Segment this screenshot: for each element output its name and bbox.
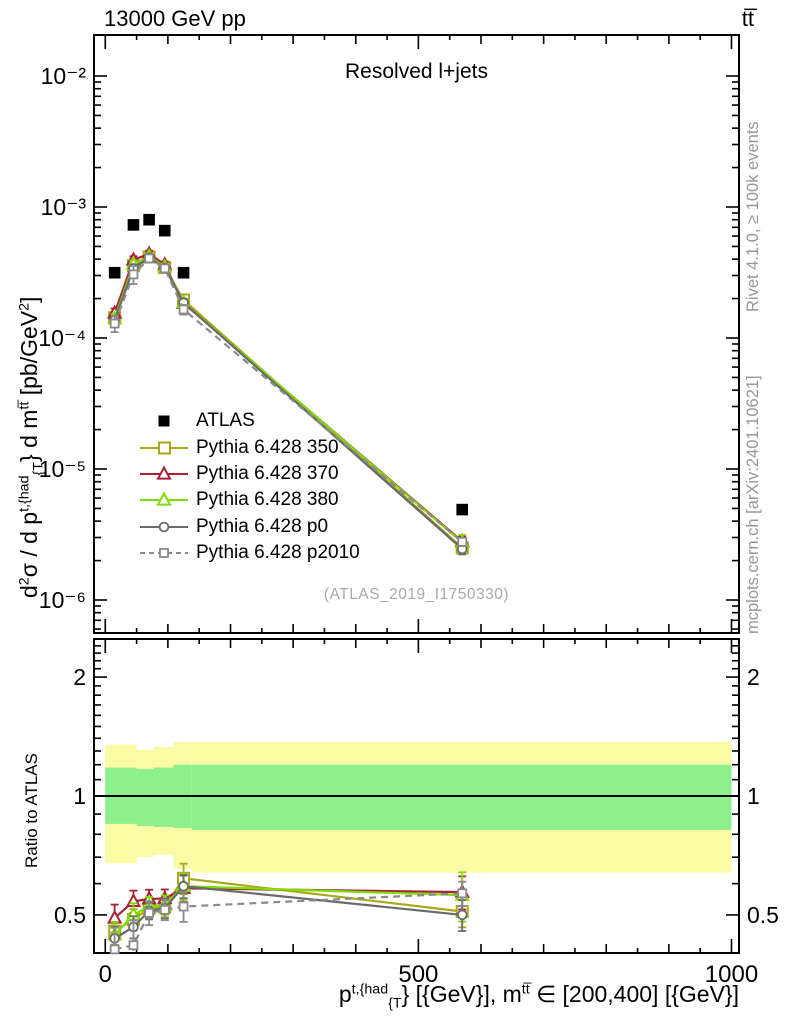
legend-marker-icon — [140, 548, 188, 559]
y-tick-label: 10⁻³ — [41, 194, 87, 220]
legend-label: Pythia 6.428 p0 — [196, 515, 329, 537]
uncertainty-band-inner — [153, 767, 174, 827]
legend-marker-icon — [140, 465, 188, 480]
legend-item: Pythia 6.428 p2010 — [140, 540, 360, 566]
legend-label: Pythia 6.428 350 — [196, 436, 339, 458]
ratio-tick-label-left: 0.5 — [54, 902, 86, 928]
beam-energy-title: 13000 GeV pp — [104, 6, 246, 31]
axis-title-fragment: ] — [16, 296, 42, 303]
axis-title-fragment: 2 — [16, 577, 33, 586]
legend-label: Pythia 6.428 p2010 — [196, 542, 360, 564]
analysis-watermark: (ATLAS_2019_I1750330) — [323, 586, 510, 603]
axis-title-fragment: t,{had — [351, 981, 389, 998]
y-tick-label: 10⁻² — [41, 63, 87, 89]
axis-title-fragment: [pb/GeV — [16, 310, 42, 402]
ratio-tick-label-left: 2 — [73, 664, 86, 690]
ratio-tick-label-right: 0.5 — [747, 902, 779, 928]
axis-title-fragment: t,{had — [16, 475, 33, 512]
mcplots-note: mcplots.cern.ch [arXiv:2401.10621] — [744, 375, 762, 634]
legend-marker-icon — [140, 521, 188, 533]
legend-label: Pythia 6.428 380 — [196, 489, 339, 511]
process-title: tt̅ — [741, 6, 754, 31]
data-point-marker — [177, 266, 190, 279]
axis-title-fragment: tt̅ — [521, 981, 530, 998]
data-point-marker — [127, 219, 140, 231]
axis-title-fragment: {T — [388, 995, 402, 1012]
data-point-marker — [159, 263, 170, 274]
data-point-marker — [456, 909, 468, 921]
data-point-marker — [144, 907, 155, 918]
axis-title-fragment: d — [16, 585, 42, 598]
legend-label: Pythia 6.428 370 — [196, 462, 339, 484]
axis-title-fragment: } d m — [16, 409, 42, 462]
y-tick-label: 10⁻⁴ — [38, 325, 86, 351]
y-axis-title: d2σ / d pt,{had{T} d mtt̅ [pb/GeV2] — [16, 23, 47, 598]
legend-item: ATLAS — [140, 408, 360, 434]
axis-title-fragment: {T — [30, 462, 47, 476]
data-point-marker — [143, 213, 155, 226]
data-point-marker — [457, 888, 468, 899]
ratio-tick-label-right: 2 — [747, 664, 760, 690]
data-point-marker — [178, 304, 189, 315]
data-point-marker — [128, 940, 139, 951]
data-point-marker — [144, 253, 155, 264]
ratio-tick-label-left: 1 — [73, 783, 86, 809]
data-point-marker — [128, 269, 139, 280]
x-axis-title: pt,{had{T} [{GeV}], mtt̅ ∈ [200,400] [{G… — [200, 981, 739, 1012]
legend-marker-icon — [140, 491, 188, 506]
ratio-y-axis-title: Ratio to ATLAS — [22, 753, 41, 868]
data-point-marker — [109, 318, 120, 329]
legend-label: ATLAS — [196, 410, 255, 432]
axis-title-fragment: 2 — [16, 302, 33, 311]
legend-item: Pythia 6.428 370 — [140, 461, 360, 487]
ratio-tick-label-right: 1 — [747, 783, 760, 809]
data-point-marker — [457, 536, 468, 547]
uncertainty-band-inner — [191, 764, 732, 831]
axis-title-fragment: tt̅ — [16, 401, 33, 410]
data-point-marker — [108, 266, 121, 279]
x-tick-label: 0 — [99, 961, 112, 988]
axis-title-fragment: σ / d p — [16, 511, 42, 578]
data-point-marker — [178, 901, 189, 912]
legend-item: Pythia 6.428 380 — [140, 487, 360, 513]
data-point-marker — [158, 224, 171, 237]
uncertainty-band-inner — [136, 769, 154, 826]
data-point-marker — [109, 944, 120, 955]
rivet-version-note: Rivet 4.1.0, ≥ 100k events — [744, 121, 762, 312]
legend-marker-icon — [140, 441, 188, 455]
data-point-marker — [456, 503, 469, 516]
x-tick-label: 500 — [398, 961, 438, 988]
legend-marker-icon — [158, 415, 170, 427]
series-line — [113, 257, 463, 543]
legend-item: Pythia 6.428 p0 — [140, 514, 360, 540]
data-point-marker — [178, 880, 189, 892]
plot-title: Resolved l+jets — [345, 60, 488, 83]
y-tick-label: 10⁻⁶ — [39, 587, 86, 613]
axis-title-fragment: ∈ [200,400] [{GeV}] — [529, 981, 739, 1007]
axis-title-fragment: p — [338, 981, 352, 1007]
legend-item: Pythia 6.428 350 — [140, 434, 360, 460]
x-tick-label: 1000 — [705, 961, 758, 988]
data-point-marker — [159, 904, 170, 915]
legend: ATLAS Pythia 6.428 350 Pythia 6.428 370 Pyt… — [140, 408, 360, 566]
main-panel-frame — [93, 34, 740, 634]
axis-title-fragment: } [{GeV}], m — [401, 981, 522, 1007]
y-tick-label: 10⁻⁵ — [39, 456, 86, 482]
